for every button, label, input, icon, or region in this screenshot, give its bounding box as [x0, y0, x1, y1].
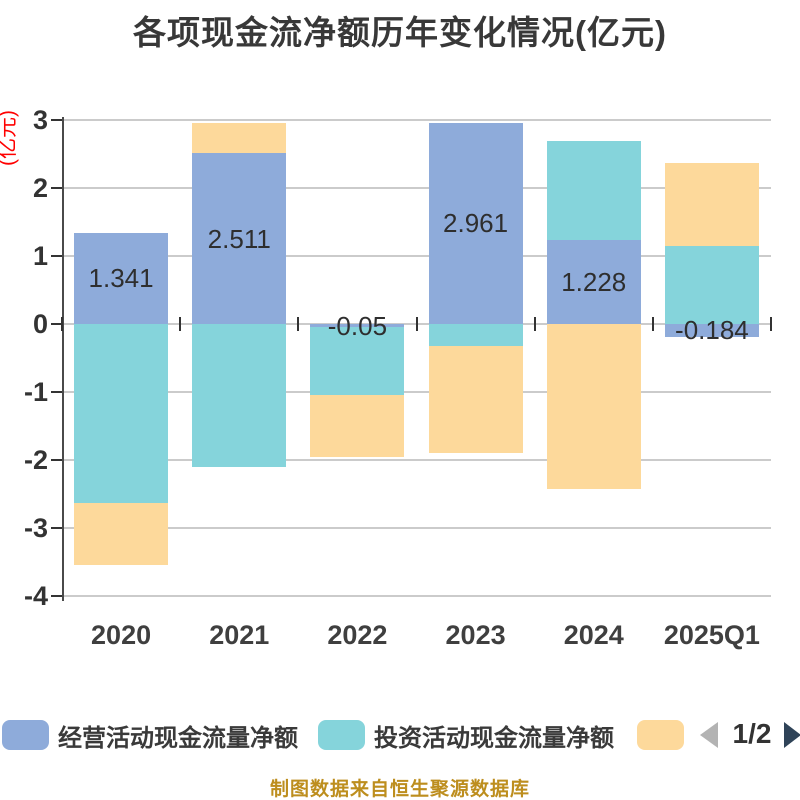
bar-segment [310, 327, 405, 395]
y-axis-tick [51, 255, 62, 257]
y-axis-tick [51, 323, 62, 325]
bar-value-label: 2.961 [443, 208, 509, 239]
x-axis-category-label: 2024 [563, 620, 624, 650]
y-axis-line [62, 117, 64, 601]
x-axis-category-label: 2025Q1 [663, 620, 760, 650]
y-axis-tick [51, 459, 62, 461]
bar-segment [310, 324, 405, 328]
legend-item-operating[interactable]: 经营活动现金流量净额 [2, 720, 298, 752]
y-tick-label: -3 [23, 513, 48, 543]
chart-title: 各项现金流净额历年变化情况(亿元) [133, 14, 667, 51]
bar-value-label: 2.511 [207, 223, 271, 254]
x-axis-tick [651, 317, 654, 331]
legend-swatch-financing [637, 720, 684, 750]
legend-item-investing[interactable]: 投资活动现金流量净额 [318, 720, 614, 752]
x-axis-tick [179, 317, 182, 331]
bar-segment [192, 153, 287, 324]
y-gridline [62, 527, 771, 529]
bar-segment [546, 324, 641, 490]
bar-segment [664, 162, 759, 247]
bar-segment [192, 324, 287, 467]
legend-pager-prev-icon[interactable] [700, 722, 718, 748]
bar-value-label: 1.341 [88, 263, 154, 294]
y-gridline [62, 595, 771, 597]
x-axis-category-label: 2020 [91, 620, 152, 650]
y-gridline [62, 119, 771, 121]
legend-pager-text: 1/2 [732, 718, 772, 749]
x-axis-category-label: 2021 [209, 620, 270, 650]
y-tick-label: 0 [32, 309, 48, 339]
bar-segment [192, 122, 287, 154]
y-tick-label: -2 [23, 445, 48, 475]
x-axis-tick [533, 317, 536, 331]
y-tick-label: 2 [32, 173, 48, 203]
y-axis-tick [51, 187, 62, 189]
bar-segment [428, 122, 523, 324]
bar-value-label: -0.184 [675, 315, 749, 346]
bar-segment [664, 246, 759, 324]
y-axis-tick [51, 119, 62, 121]
y-tick-label: -4 [23, 581, 48, 611]
legend-swatch-operating [2, 720, 49, 750]
bar-segment [310, 394, 405, 457]
bar-segment [664, 324, 759, 337]
y-gridline [62, 255, 771, 257]
bar-segment [74, 324, 169, 503]
y-tick-label: 3 [32, 105, 48, 135]
x-axis-tick [61, 317, 63, 331]
watermark-text: 制图数据来自恒生聚源数据库 [269, 779, 530, 800]
y-tick-label: -1 [23, 377, 48, 407]
bar-segment [74, 232, 169, 324]
y-axis-tick [51, 391, 62, 393]
y-axis-tick [51, 595, 62, 597]
y-gridline [62, 391, 771, 393]
y-tick-label: 1 [32, 241, 48, 271]
bar-segment [428, 324, 523, 347]
bar-segment [546, 140, 641, 241]
legend-swatch-investing [318, 720, 365, 750]
legend-pager-next-icon[interactable] [784, 722, 800, 748]
bar-value-label: -0.05 [327, 310, 388, 341]
bar-value-label: 1.228 [561, 267, 627, 298]
y-gridline [62, 459, 771, 461]
x-axis-tick [415, 317, 418, 331]
legend-label-investing: 投资活动现金流量净额 [374, 724, 614, 752]
x-axis-tick [770, 317, 772, 331]
y-axis-tick [51, 527, 62, 529]
y-gridline [62, 187, 771, 189]
bar-segment [74, 502, 169, 566]
x-axis-tick [297, 317, 300, 331]
legend-item-financing[interactable] [637, 720, 693, 750]
bar-segment [546, 240, 641, 324]
x-axis-category-label: 2022 [327, 620, 388, 650]
bar-segment [428, 346, 523, 453]
legend-label-operating: 经营活动现金流量净额 [58, 724, 298, 752]
x-axis-category-label: 2023 [445, 620, 506, 650]
